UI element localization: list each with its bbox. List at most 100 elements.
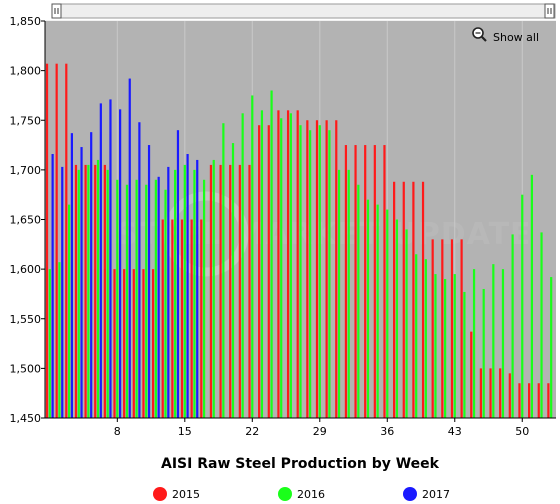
bar-2016-week-24[interactable] bbox=[270, 90, 273, 418]
bar-2017-week-10[interactable] bbox=[138, 122, 141, 419]
bar-2016-week-32[interactable] bbox=[347, 169, 350, 419]
bar-2015-week-7[interactable] bbox=[103, 164, 106, 418]
bar-2016-week-31[interactable] bbox=[337, 169, 341, 419]
bar-2017-week-16[interactable] bbox=[196, 159, 199, 418]
bar-2015-week-38[interactable] bbox=[402, 181, 405, 418]
bar-2016-week-14[interactable] bbox=[174, 169, 177, 419]
bar-2016-week-10[interactable] bbox=[135, 179, 138, 418]
bar-2016-week-43[interactable] bbox=[453, 274, 456, 418]
bar-2016-week-26[interactable] bbox=[289, 113, 292, 419]
bar-2015-week-53[interactable] bbox=[547, 383, 550, 418]
bar-2015-week-23[interactable] bbox=[258, 125, 261, 419]
bar-2016-week-23[interactable] bbox=[260, 110, 264, 418]
bar-2016-week-50[interactable] bbox=[521, 194, 524, 418]
bar-2015-week-49[interactable] bbox=[508, 373, 511, 418]
bar-2016-week-17[interactable] bbox=[202, 179, 206, 418]
bar-2017-week-1[interactable] bbox=[51, 154, 54, 418]
bar-2016-week-41[interactable] bbox=[434, 274, 437, 418]
bar-2016-week-30[interactable] bbox=[328, 130, 331, 418]
bar-2015-week-17[interactable] bbox=[200, 219, 203, 419]
bar-2015-week-45[interactable] bbox=[470, 331, 473, 418]
bar-2017-week-6[interactable] bbox=[99, 103, 102, 418]
bar-2015-week-15[interactable] bbox=[180, 219, 184, 419]
bar-2017-week-11[interactable] bbox=[147, 145, 151, 418]
bar-2016-week-39[interactable] bbox=[415, 254, 418, 418]
bar-2015-week-2[interactable] bbox=[55, 63, 58, 419]
bar-2016-week-22[interactable] bbox=[251, 95, 254, 418]
bar-2016-week-27[interactable] bbox=[299, 125, 302, 419]
bar-2015-week-35[interactable] bbox=[373, 145, 376, 418]
bar-2016-week-46[interactable] bbox=[482, 288, 485, 418]
bar-2015-week-52[interactable] bbox=[537, 383, 540, 418]
bar-2016-week-29[interactable] bbox=[318, 125, 321, 419]
bar-2016-week-35[interactable] bbox=[376, 204, 379, 418]
bar-2017-week-15[interactable] bbox=[186, 154, 189, 418]
bar-2016-week-33[interactable] bbox=[357, 184, 360, 418]
bar-2015-week-18[interactable] bbox=[209, 164, 213, 418]
bar-2015-week-33[interactable] bbox=[354, 145, 357, 418]
bar-2017-week-4[interactable] bbox=[80, 147, 83, 419]
bar-2015-week-16[interactable] bbox=[190, 219, 193, 419]
bar-2016-week-51[interactable] bbox=[530, 174, 533, 418]
range-slider-left-handle[interactable] bbox=[51, 3, 62, 19]
bar-2016-week-49[interactable] bbox=[511, 234, 514, 418]
bar-2017-week-8[interactable] bbox=[119, 109, 122, 418]
bar-2015-week-40[interactable] bbox=[421, 181, 425, 418]
bar-2015-week-51[interactable] bbox=[528, 383, 531, 418]
bar-2017-week-13[interactable] bbox=[167, 166, 170, 418]
bar-2016-week-1[interactable] bbox=[48, 269, 51, 419]
bar-2015-week-44[interactable] bbox=[460, 239, 463, 418]
bar-2015-week-39[interactable] bbox=[412, 181, 415, 418]
bar-2016-week-53[interactable] bbox=[550, 277, 553, 418]
bar-2015-week-11[interactable] bbox=[142, 269, 145, 419]
bar-2016-week-21[interactable] bbox=[241, 113, 244, 419]
bar-2015-week-6[interactable] bbox=[94, 164, 97, 418]
bar-2016-week-52[interactable] bbox=[540, 232, 543, 418]
bar-2016-week-12[interactable] bbox=[154, 179, 157, 418]
bar-2015-week-14[interactable] bbox=[171, 219, 174, 419]
bar-2017-week-3[interactable] bbox=[70, 133, 73, 418]
bar-2015-week-41[interactable] bbox=[431, 239, 434, 418]
bar-2016-week-48[interactable] bbox=[501, 269, 505, 419]
bar-2015-week-19[interactable] bbox=[219, 164, 222, 418]
bar-2017-week-14[interactable] bbox=[176, 130, 180, 418]
bar-2016-week-37[interactable] bbox=[395, 219, 399, 419]
bar-2015-week-31[interactable] bbox=[335, 120, 338, 418]
bar-2015-week-13[interactable] bbox=[161, 219, 164, 419]
bar-2016-week-9[interactable] bbox=[125, 184, 129, 418]
bar-2016-week-38[interactable] bbox=[405, 229, 408, 418]
range-slider-track[interactable] bbox=[51, 3, 556, 19]
legend-item-2017[interactable]: 2017 bbox=[403, 487, 450, 501]
bar-2016-week-16[interactable] bbox=[193, 169, 196, 419]
bar-2016-week-7[interactable] bbox=[106, 169, 109, 419]
bar-2015-week-20[interactable] bbox=[229, 164, 232, 418]
bar-2016-week-42[interactable] bbox=[444, 279, 447, 418]
bar-2015-week-37[interactable] bbox=[393, 181, 396, 418]
bar-2015-week-42[interactable] bbox=[441, 239, 444, 418]
bar-2015-week-5[interactable] bbox=[84, 164, 87, 418]
bar-2016-week-45[interactable] bbox=[472, 269, 476, 419]
bar-2016-week-47[interactable] bbox=[492, 264, 495, 418]
bar-2017-week-2[interactable] bbox=[61, 166, 64, 418]
bar-2015-week-25[interactable] bbox=[277, 110, 280, 418]
bar-2015-week-8[interactable] bbox=[113, 269, 116, 419]
bar-2017-week-9[interactable] bbox=[128, 78, 131, 418]
bar-2015-week-21[interactable] bbox=[238, 164, 241, 418]
bar-2017-week-5[interactable] bbox=[90, 132, 93, 418]
bar-2016-week-44[interactable] bbox=[463, 291, 466, 418]
bar-2016-week-20[interactable] bbox=[231, 143, 235, 418]
bar-2016-week-8[interactable] bbox=[116, 179, 119, 418]
bar-2015-week-30[interactable] bbox=[325, 120, 328, 418]
bar-2015-week-29[interactable] bbox=[315, 120, 319, 418]
bar-2016-week-2[interactable] bbox=[58, 262, 61, 418]
bar-2015-week-9[interactable] bbox=[123, 269, 126, 419]
bar-2016-week-6[interactable] bbox=[96, 159, 100, 418]
bar-2015-week-36[interactable] bbox=[383, 145, 386, 418]
bar-2015-week-28[interactable] bbox=[306, 120, 309, 418]
bar-2016-week-13[interactable] bbox=[164, 189, 167, 418]
bar-2016-week-25[interactable] bbox=[280, 118, 283, 418]
bar-2015-week-4[interactable] bbox=[74, 164, 78, 418]
bar-2015-week-47[interactable] bbox=[489, 368, 492, 419]
bar-2016-week-11[interactable] bbox=[145, 184, 148, 418]
bar-2016-week-3[interactable] bbox=[68, 204, 71, 418]
